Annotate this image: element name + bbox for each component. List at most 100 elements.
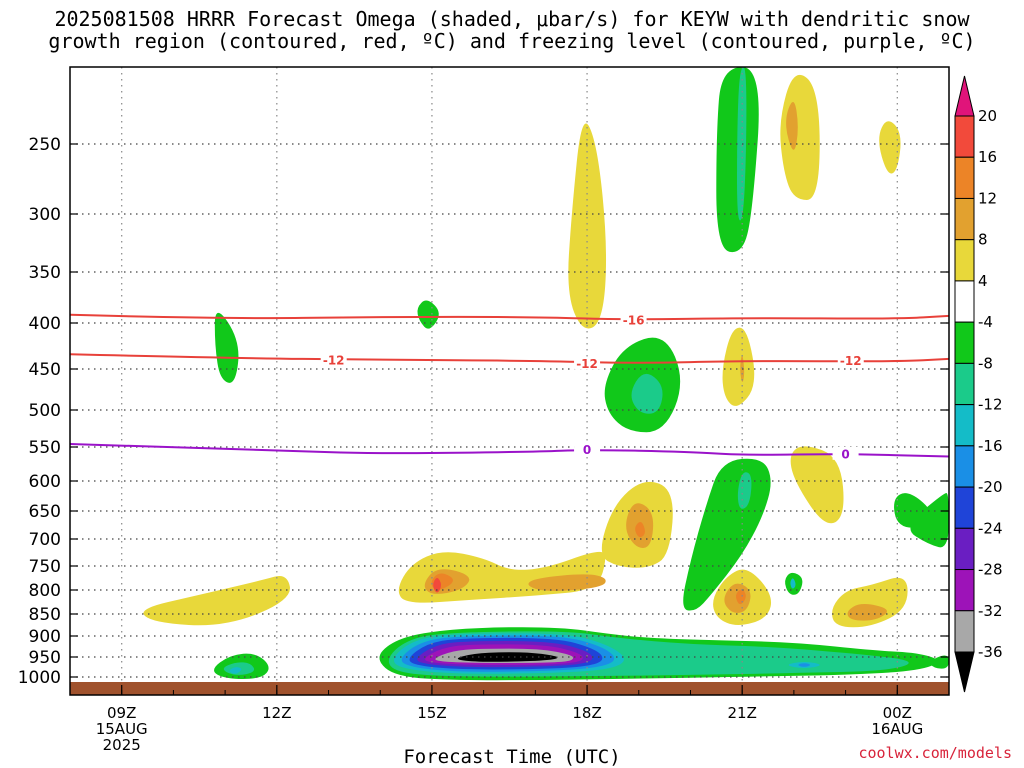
x-tick-label-3-0: 18Z xyxy=(572,704,601,722)
y-tick-label-2: 350 xyxy=(29,263,61,283)
colorbar-label-10: -24 xyxy=(978,519,1003,537)
colorbar-bin-11 xyxy=(954,527,975,571)
x-tick-label-5-0: 00Z xyxy=(883,704,912,722)
omega-region-35 xyxy=(910,493,949,548)
colorbar-bin-12 xyxy=(954,569,975,612)
colorbar-bottom-arrow xyxy=(954,651,975,693)
colorbar-label-0: 20 xyxy=(978,107,997,125)
contour-line-2 xyxy=(70,443,949,458)
colorbar-label-2: 12 xyxy=(978,189,997,207)
x-tick-label-0-1: 15AUG xyxy=(96,720,148,738)
y-tick-label-10: 750 xyxy=(29,557,61,577)
contour-line-0 xyxy=(70,313,949,321)
omega-region-1 xyxy=(214,312,239,383)
omega-region-13 xyxy=(631,373,663,414)
contour-label-1-2: -12 xyxy=(840,354,862,368)
x-tick-label-5-1: 16AUG xyxy=(871,720,923,738)
omega-region-31 xyxy=(790,578,796,589)
ground-strip xyxy=(70,682,949,695)
omega-region-20 xyxy=(786,102,798,150)
colorbar-bin-13 xyxy=(954,610,975,653)
colorbar-label-6: -8 xyxy=(978,354,993,372)
colorbar-label-8: -16 xyxy=(978,437,1003,455)
omega-region-33 xyxy=(847,604,887,621)
chart-title: 2025081508 HRRR Forecast Omega (shaded, … xyxy=(0,8,1024,52)
colorbar-top-arrow xyxy=(954,75,975,117)
colorbar-label-11: -28 xyxy=(978,561,1003,579)
colorbar-label-9: -20 xyxy=(978,478,1003,496)
title-line-1: 2025081508 HRRR Forecast Omega (shaded, … xyxy=(54,7,970,31)
colorbar-bin-5 xyxy=(954,280,975,323)
omega-region-11 xyxy=(568,123,607,329)
temperature-contours: -16 -12 -12 -12 0 0 xyxy=(70,312,949,461)
y-tick-label-13: 900 xyxy=(29,627,61,647)
grid-lines xyxy=(70,67,949,695)
colorbar-label-5: -4 xyxy=(978,313,993,331)
contour-label-bg-1-1 xyxy=(574,356,601,370)
omega-region-46 xyxy=(457,652,558,662)
colorbar-label-13: -36 xyxy=(978,643,1003,661)
plot-frame xyxy=(69,66,950,696)
contour-label-bg-2-1 xyxy=(832,446,859,460)
omega-region-4 xyxy=(229,667,242,674)
colorbar-bin-7 xyxy=(954,362,975,406)
omega-region-26 xyxy=(790,446,844,524)
y-tick-label-0: 250 xyxy=(29,135,61,155)
contour-label-bg-2-0 xyxy=(574,442,601,456)
credit-text: coolwx.com/models xyxy=(858,744,1012,762)
x-tick-label-4-0: 21Z xyxy=(727,704,756,722)
colorbar-label-12: -32 xyxy=(978,602,1003,620)
y-tick-label-5: 500 xyxy=(29,401,61,421)
x-tick-label-0-2: 2025 xyxy=(103,736,141,754)
omega-region-9 xyxy=(433,578,441,593)
colorbar-label-7: -12 xyxy=(978,396,1003,414)
contour-label-2-0: 0 xyxy=(583,443,591,457)
colorbar-label-4: 4 xyxy=(978,272,988,290)
contour-label-2-1: 0 xyxy=(841,447,849,461)
colorbar-bin-9 xyxy=(954,445,975,488)
y-tick-label-6: 550 xyxy=(29,438,61,458)
title-line-2: growth region (contoured, red, ºC) and f… xyxy=(48,29,976,53)
colorbar-label-1: 16 xyxy=(978,148,997,166)
colorbar-bin-2 xyxy=(954,156,975,199)
contour-label-bg-0-0 xyxy=(620,312,647,326)
omega-region-5 xyxy=(417,300,439,329)
colorbar-bin-4 xyxy=(954,239,975,282)
y-tick-label-15: 1000 xyxy=(18,668,61,688)
x-tick-label-0-0: 09Z xyxy=(107,704,136,722)
omega-region-41 xyxy=(798,663,811,667)
omega-region-0 xyxy=(143,576,290,626)
y-tick-label-1: 300 xyxy=(29,205,61,225)
contour-label-1-0: -12 xyxy=(323,353,345,367)
colorbar-bin-6 xyxy=(954,321,975,364)
y-tick-label-11: 800 xyxy=(29,581,61,601)
omega-region-47 xyxy=(930,655,949,669)
contour-label-bg-1-2 xyxy=(837,353,864,367)
y-tick-label-3: 400 xyxy=(29,314,61,334)
contour-line-1 xyxy=(70,353,949,364)
omega-region-16 xyxy=(635,522,645,538)
omega-region-18 xyxy=(737,67,747,221)
omega-region-10 xyxy=(528,574,606,591)
x-axis-title: Forecast Time (UTC) xyxy=(403,746,621,768)
y-axis: 2503003504004505005506006507007508008509… xyxy=(18,135,949,688)
colorbar-bin-1 xyxy=(954,115,975,158)
y-tick-label-12: 850 xyxy=(29,605,61,625)
y-tick-label-9: 700 xyxy=(29,530,61,550)
omega-region-22 xyxy=(722,327,755,406)
colorbar-bin-10 xyxy=(954,486,975,529)
x-tick-label-1-0: 12Z xyxy=(262,704,291,722)
contour-label-1-1: -12 xyxy=(576,357,598,371)
colorbar-label-3: 8 xyxy=(978,231,988,249)
omega-shading xyxy=(143,67,949,681)
omega-region-29 xyxy=(735,589,746,605)
y-tick-label-4: 450 xyxy=(29,360,61,380)
x-tick-label-2-0: 15Z xyxy=(417,704,446,722)
colorbar-bin-8 xyxy=(954,404,975,447)
y-tick-label-14: 950 xyxy=(29,648,61,668)
y-tick-label-8: 650 xyxy=(29,502,61,522)
omega-region-21 xyxy=(879,121,901,174)
contour-label-bg-1-0 xyxy=(320,352,347,366)
